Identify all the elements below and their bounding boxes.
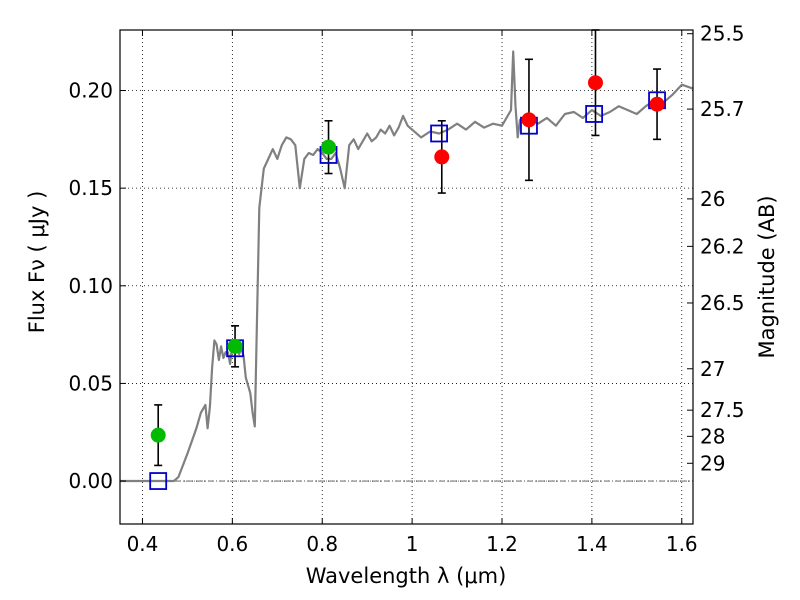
- right-tick-label: 26: [700, 187, 725, 211]
- x-tick-label: 0.8: [306, 532, 338, 556]
- y-tick-label: 0.05: [68, 371, 113, 395]
- x-tick-label: 0.4: [127, 532, 159, 556]
- observed-point: [521, 112, 537, 128]
- y-tick-label: 0.10: [68, 274, 113, 298]
- observed-point: [150, 427, 166, 443]
- x-tick-label: 1.4: [576, 532, 608, 556]
- y-axis-label: Flux Fν ( μJy ): [25, 191, 49, 334]
- markers: [149, 75, 666, 490]
- y-tick-label: 0.20: [68, 79, 113, 103]
- right-tick-label: 27: [700, 357, 725, 381]
- x-tick-label: 0.6: [216, 532, 248, 556]
- x-tick-label: 1.6: [666, 532, 698, 556]
- right-tick-label: 26.2: [700, 234, 745, 258]
- observed-point: [227, 338, 243, 354]
- x-tick-label: 1: [406, 532, 419, 556]
- right-tick-label: 28: [700, 424, 725, 448]
- y-axis-right-label: Magnitude (AB): [755, 195, 779, 358]
- observed-point: [587, 75, 603, 91]
- model-photometry-square: [585, 105, 604, 123]
- observed-point: [434, 149, 450, 165]
- right-tick-label: 25.7: [700, 97, 745, 121]
- plot-frame: [119, 29, 694, 525]
- tick-labels: 0.4 0.6 0.8 1 1.2 1.4 1.6 0.00 0.05 0.10 0.15 0.20 2…: [68, 22, 744, 556]
- observed-point: [649, 96, 665, 112]
- x-tick-label: 1.2: [486, 532, 518, 556]
- right-tick-label: 26.5: [700, 291, 745, 315]
- x-axis-label: Wavelength λ (μm): [306, 564, 507, 588]
- right-tick-label: 25.5: [700, 22, 745, 46]
- y-tick-label: 0.00: [68, 469, 113, 493]
- right-tick-label: 29: [700, 451, 725, 475]
- model-photometry-square: [430, 124, 448, 143]
- right-tick-label: 27.5: [700, 398, 745, 422]
- observed-point: [321, 139, 337, 155]
- model-photometry-square: [149, 472, 168, 490]
- y-tick-label: 0.15: [68, 176, 113, 200]
- ticks: [120, 30, 693, 524]
